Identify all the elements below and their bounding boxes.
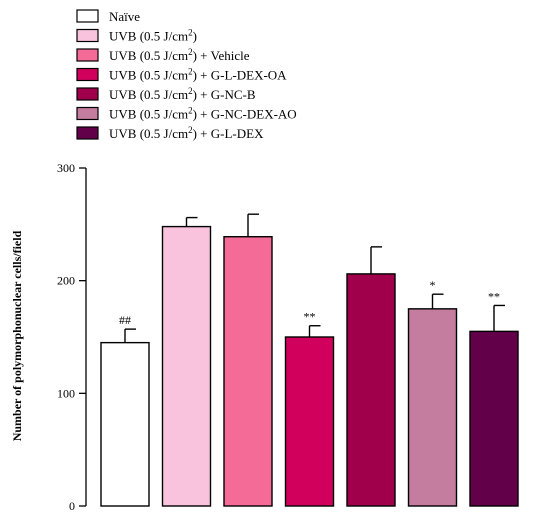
legend-label: UVB (0.5 J/cm2) + G-L-DEX-OA <box>109 67 287 83</box>
bar <box>223 236 273 507</box>
bar <box>469 330 519 507</box>
legend-swatch <box>76 87 99 101</box>
y-tick-label: 200 <box>57 274 75 288</box>
legend-swatch <box>76 106 99 121</box>
bar <box>100 341 150 507</box>
legend: Naïve UVB (0.5 J/cm2) UVB (0.5 J/cm2) + Ve… <box>76 9 297 141</box>
legend-label: UVB (0.5 J/cm2) + Vehicle <box>109 47 250 63</box>
legend-swatch <box>76 67 99 82</box>
legend-label: Naïve <box>109 9 140 24</box>
y-tick-label: 0 <box>69 499 75 513</box>
y-axis-label: Number of polymorphonuclear cells/field <box>10 230 24 441</box>
bar <box>284 336 335 507</box>
significance-label: ** <box>488 289 500 303</box>
significance-label: * <box>430 278 436 292</box>
legend-swatch <box>76 126 99 140</box>
bar <box>407 308 458 507</box>
legend-label: UVB (0.5 J/cm2) + G-L-DEX <box>109 125 264 141</box>
legend-swatch <box>76 28 99 43</box>
legend-swatch <box>76 48 99 62</box>
significance-label: ** <box>304 310 316 324</box>
legend-label: UVB (0.5 J/cm2) + G-NC-DEX-AO <box>109 106 297 122</box>
y-tick-label: 100 <box>57 386 75 400</box>
legend-label: UVB (0.5 J/cm2) + G-NC-B <box>109 86 256 102</box>
bar <box>346 273 396 507</box>
bar <box>161 225 212 507</box>
significance-label: ## <box>119 313 131 327</box>
legend-label: UVB (0.5 J/cm2) <box>109 28 197 44</box>
legend-swatch <box>76 9 99 23</box>
y-tick-label: 300 <box>57 161 75 175</box>
